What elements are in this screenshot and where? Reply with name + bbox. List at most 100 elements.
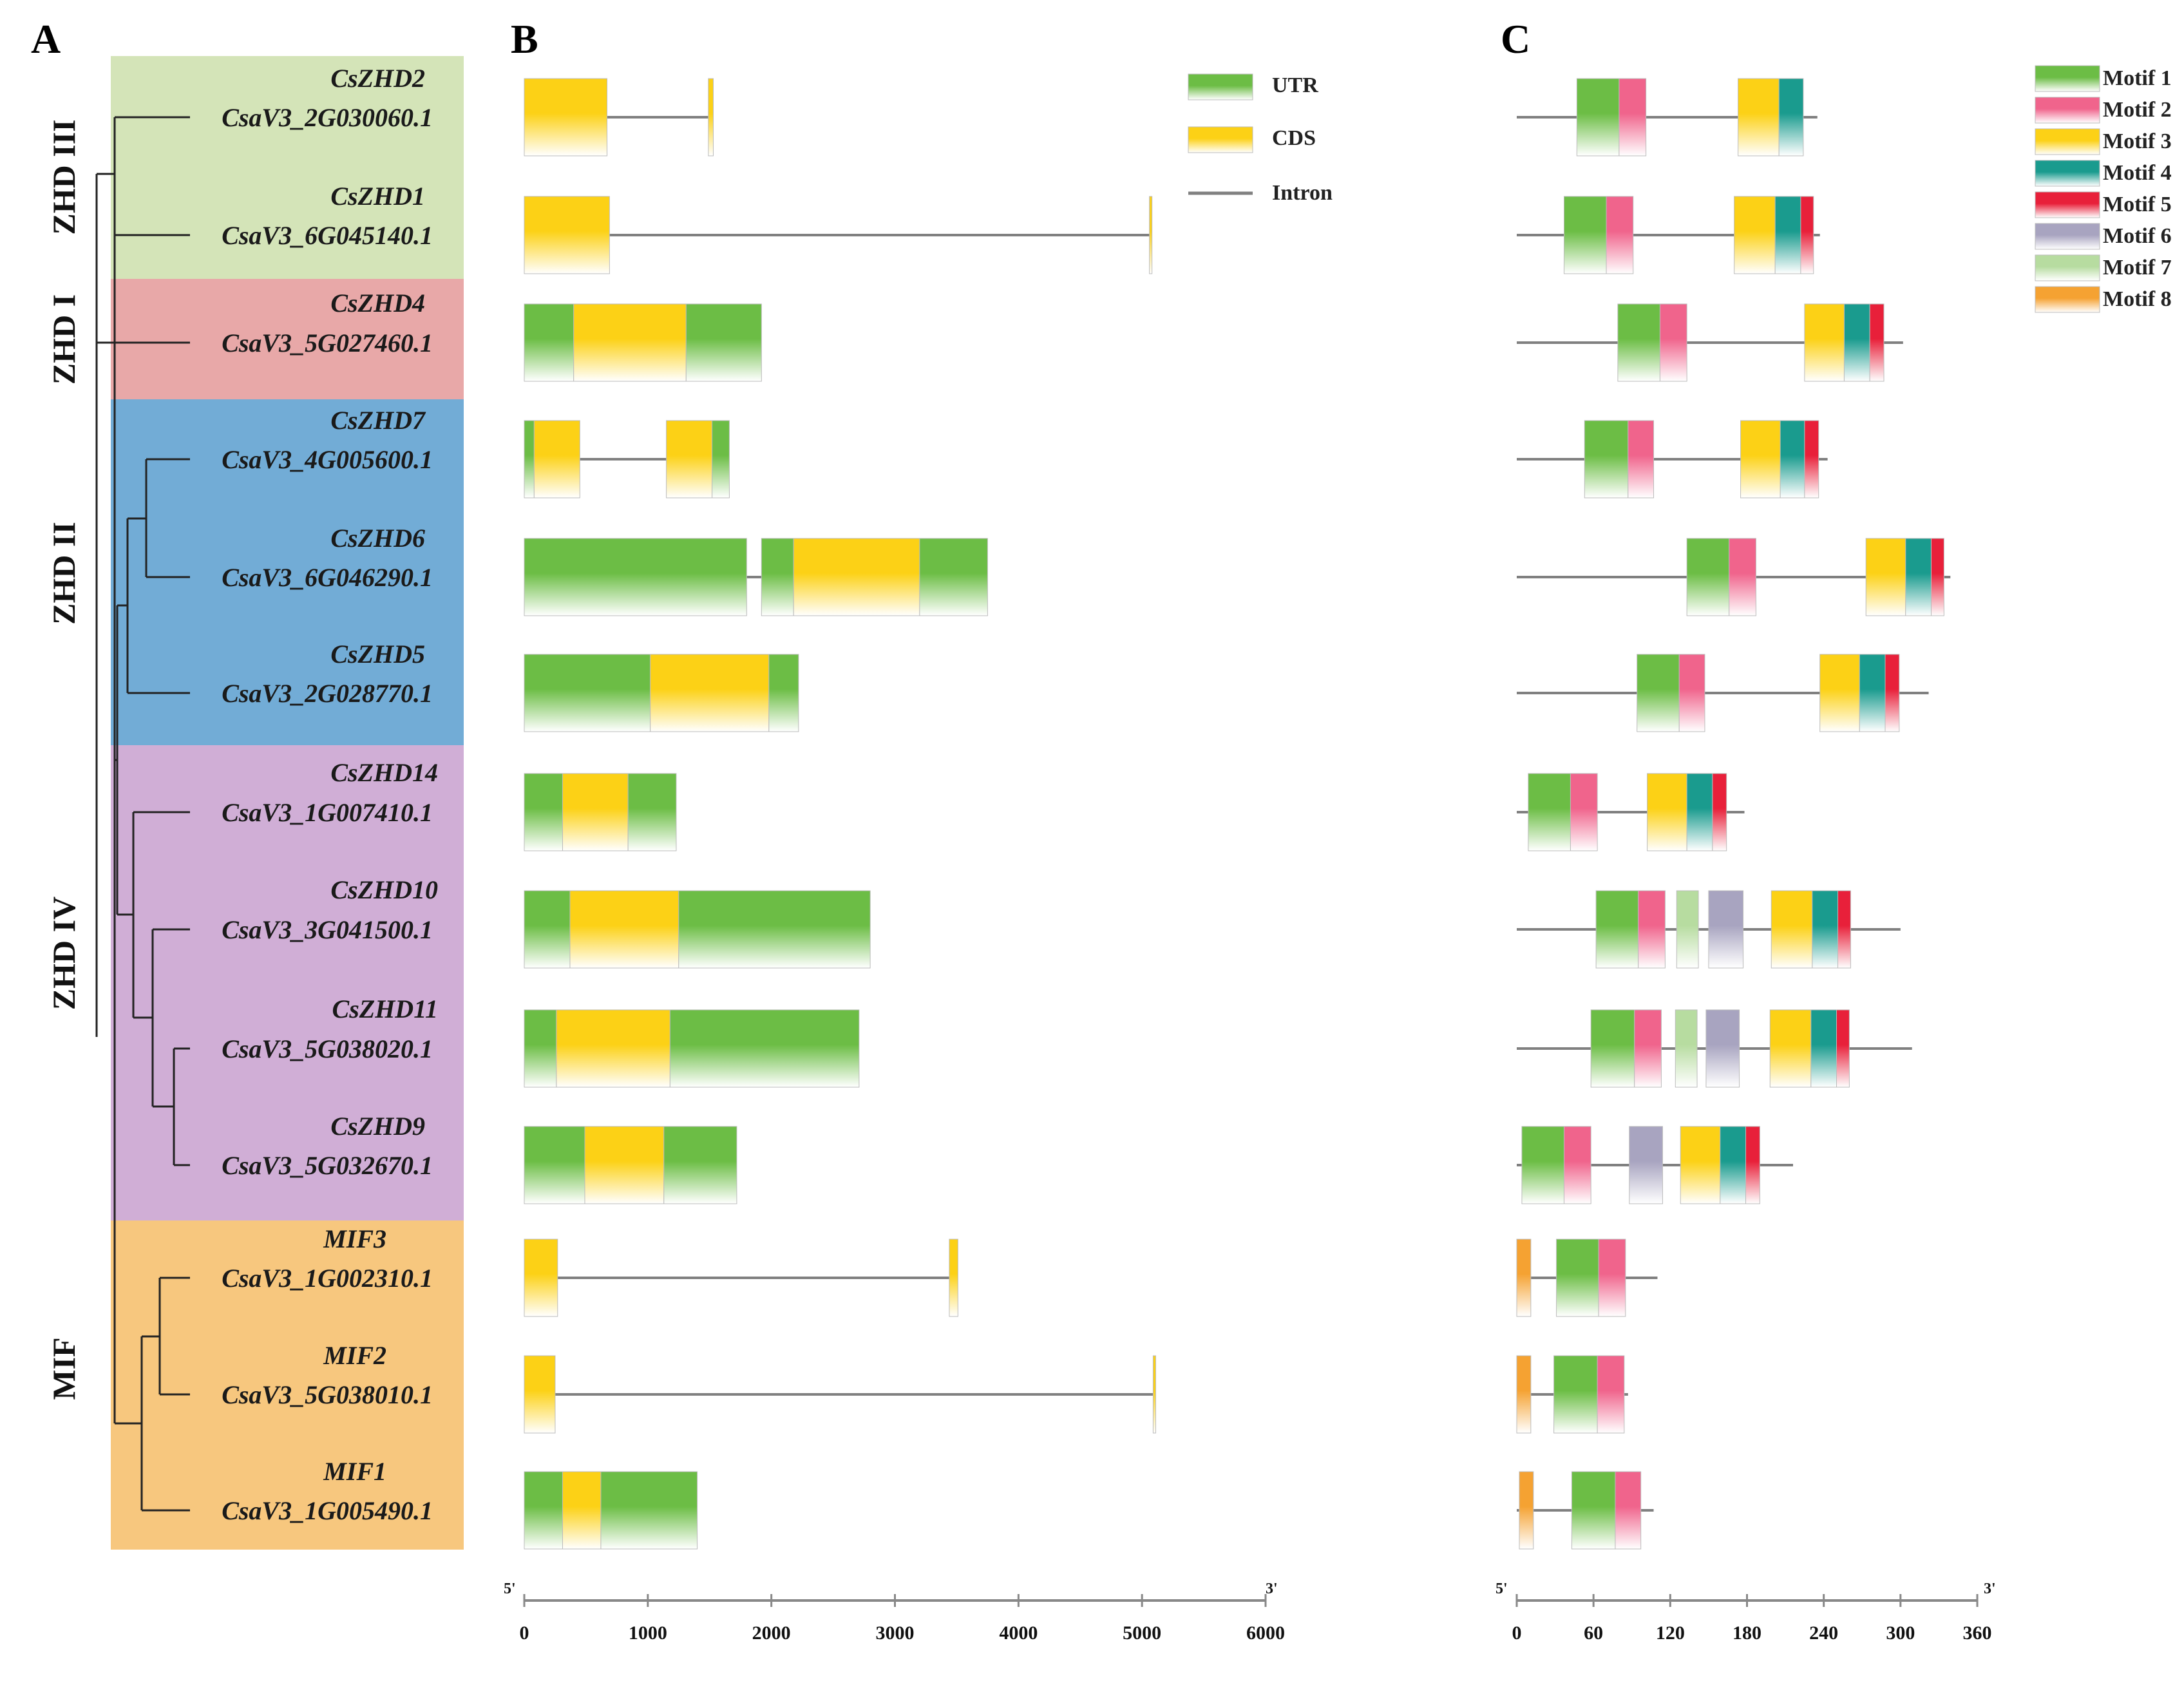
cds-block <box>569 890 679 969</box>
cds-block <box>650 654 770 732</box>
legend-cds-swatch <box>1188 126 1253 153</box>
motif-2-block <box>1678 654 1705 732</box>
motif-3-block <box>1804 303 1845 382</box>
motif-3-block <box>1680 1126 1721 1204</box>
axis-c-5prime: 5' <box>1496 1581 1508 1597</box>
gene-structure-row <box>524 538 988 616</box>
motif-4-block <box>1812 890 1839 969</box>
motif-4-block <box>1859 654 1886 732</box>
motif-row <box>1517 78 1818 157</box>
utr-block <box>685 303 762 382</box>
cds-block <box>524 196 610 274</box>
cds-block <box>533 420 580 499</box>
clade-bg-zhd-ii <box>111 399 464 745</box>
gene-structure-row <box>524 1355 1156 1434</box>
motif-2-block <box>1619 78 1647 157</box>
motif-row <box>1517 1126 1793 1204</box>
utr-block <box>524 654 651 732</box>
gene-name: CsZHD4 <box>330 289 425 318</box>
tree-branch-zhd7-zhd6 <box>128 458 190 578</box>
gene-name: CsZHD5 <box>330 640 425 669</box>
gene-id: CsaV3_1G002310.1 <box>222 1264 433 1293</box>
cds-block <box>708 78 714 157</box>
motif-row <box>1516 1355 1628 1434</box>
axis-c-tick-label: 360 <box>1963 1622 1992 1644</box>
utr-block <box>524 538 747 616</box>
axis-b-tick-label: 1000 <box>629 1622 667 1644</box>
motif-1-block <box>1617 303 1660 382</box>
motif-legend-label: Motif 6 <box>2103 224 2172 248</box>
gene-structure-legend: UTR CDS Intron <box>1188 73 1333 205</box>
gene-labels: CsZHD2 CsaV3_2G030060.1 CsZHD1 CsaV3_6G0… <box>222 64 438 1525</box>
axis-c-tick-label: 180 <box>1733 1622 1761 1644</box>
motif-5-block <box>1836 1009 1850 1088</box>
motif-7-block <box>1675 1009 1698 1088</box>
legend-cds-label: CDS <box>1272 126 1316 150</box>
cds-block <box>556 1009 670 1088</box>
utr-block <box>663 1126 737 1204</box>
motif-legend-swatch <box>2035 65 2100 92</box>
motif-2-block <box>1729 538 1756 616</box>
tree-branch-zhd11-zhd9 <box>153 1047 190 1166</box>
gene-name: MIF1 <box>323 1457 386 1486</box>
gene-name: CsZHD10 <box>330 875 438 904</box>
motif-3-block <box>1771 890 1813 969</box>
motif-2-block <box>1598 1239 1626 1317</box>
motif-row <box>1517 420 1828 499</box>
motif-legend-swatch <box>2035 97 2100 124</box>
motif-4-block <box>1774 196 1801 274</box>
tree-branch-zhd-iv-mif <box>113 760 129 1425</box>
gene-id: CsaV3_1G007410.1 <box>222 798 433 827</box>
motif-row <box>1517 1009 1912 1088</box>
gene-name: CsZHD14 <box>330 758 438 787</box>
clade-backgrounds <box>111 56 464 1550</box>
axis-b-ticks: 0 1000 2000 3000 4000 5000 6000 <box>520 1594 1285 1644</box>
gene-structure-row <box>524 890 871 969</box>
cds-block <box>524 1239 558 1317</box>
motif-2-block <box>1570 773 1598 851</box>
gene-structure-row <box>524 1239 958 1317</box>
gene-structure-row <box>524 773 677 851</box>
gene-name: CsZHD11 <box>332 994 438 1023</box>
motif-8-block <box>1516 1355 1532 1434</box>
gene-id: CsaV3_6G045140.1 <box>222 221 433 250</box>
axis-b-tick-label: 4000 <box>999 1622 1038 1644</box>
gene-name: CsZHD9 <box>330 1112 425 1141</box>
utr-block <box>768 654 799 732</box>
motif-legend-label: Motif 7 <box>2103 256 2172 280</box>
motif-row <box>1517 654 1929 732</box>
motif-1-block <box>1563 196 1607 274</box>
gene-structure-row <box>524 1009 860 1088</box>
motif-3-block <box>1769 1009 1812 1088</box>
clade-bg-zhd-iii <box>111 56 464 279</box>
motif-1-block <box>1571 1471 1616 1550</box>
motif-6-block <box>1629 1126 1663 1204</box>
clade-label-mif: MIF <box>46 1337 82 1400</box>
motif-1-block <box>1556 1239 1599 1317</box>
motif-5-block <box>1837 890 1851 969</box>
legend-intron-label: Intron <box>1272 181 1333 205</box>
gene-id: CsaV3_5G032670.1 <box>222 1151 433 1180</box>
motif-legend-swatch <box>2035 254 2100 281</box>
motif-3-block <box>1865 538 1906 616</box>
motif-4-block <box>1780 420 1805 499</box>
panel-letter-c: C <box>1501 16 1530 62</box>
axis-b-tick-label: 2000 <box>752 1622 791 1644</box>
axis-b-tick-label: 6000 <box>1246 1622 1285 1644</box>
motif-1-block <box>1686 538 1730 616</box>
motif-legend-label: Motif 5 <box>2103 193 2172 216</box>
motif-legend-swatch <box>2035 286 2100 313</box>
cds-block <box>524 1355 556 1434</box>
gene-name: CsZHD2 <box>330 64 425 93</box>
motif-4-block <box>1686 773 1713 851</box>
clade-bg-zhd-iv <box>111 745 464 1220</box>
motif-legend-label: Motif 2 <box>2103 98 2172 122</box>
motif-legend-swatch <box>2035 160 2100 187</box>
motif-3-block <box>1738 78 1780 157</box>
panel-letter-a: A <box>31 16 61 62</box>
utr-block <box>627 773 677 851</box>
clade-label-zhd-iv: ZHD IV <box>46 897 82 1010</box>
legend-utr-swatch <box>1188 73 1253 100</box>
motif-1-block <box>1637 654 1680 732</box>
cds-block <box>562 773 629 851</box>
